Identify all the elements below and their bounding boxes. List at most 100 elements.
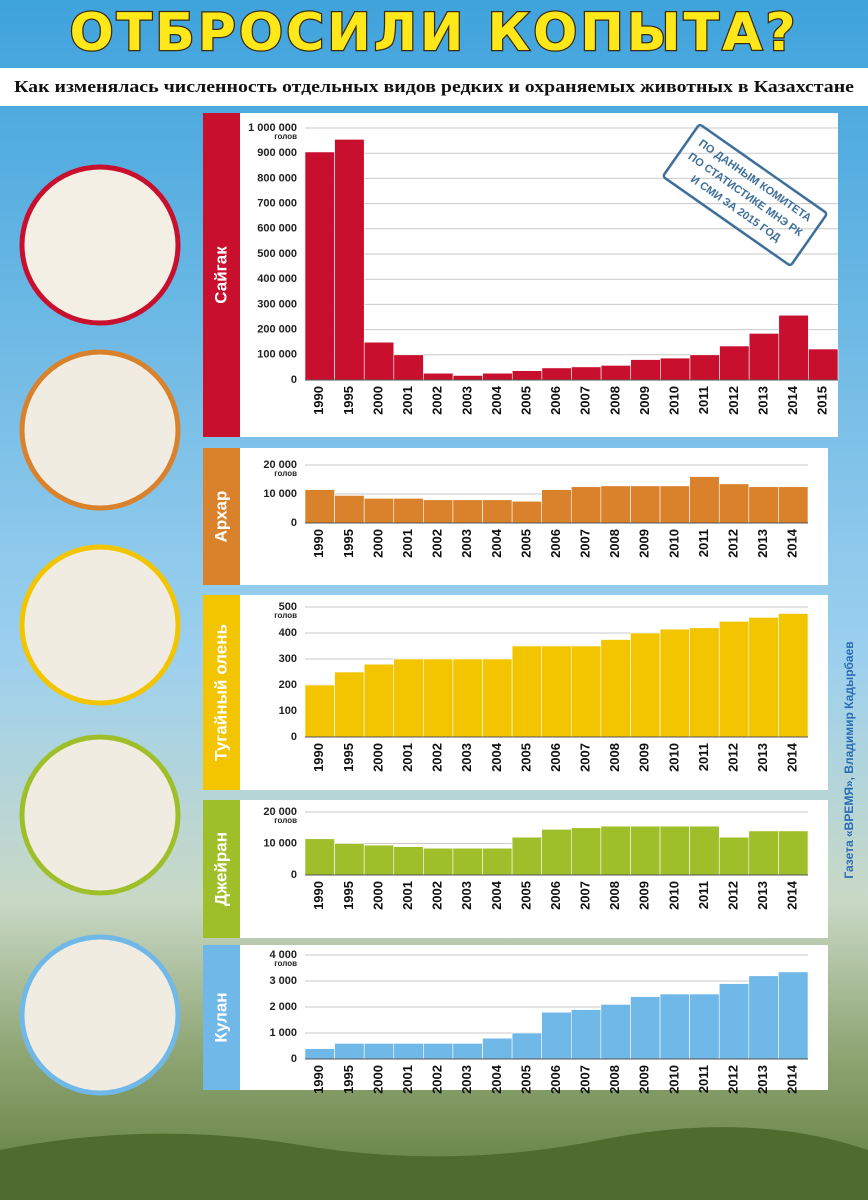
y-tick-label: 20 000 [263,806,297,818]
bar [778,486,809,524]
bar [363,663,395,738]
y-tick-label: 3 000 [269,975,297,987]
x-tick-label: 2013 [755,529,770,558]
x-tick-label: 2001 [400,386,415,415]
bar [393,354,424,381]
y-tick-label: 500 [279,601,297,613]
y-tick-label: 100 000 [257,349,297,361]
x-tick-label: 2004 [489,1064,504,1094]
bar [452,1043,483,1060]
x-tick-label: 2014 [785,1064,800,1094]
x-tick-label: 2008 [607,386,622,415]
x-tick-label: 2012 [725,881,740,910]
y-tick-label: 10 000 [263,837,297,849]
chart-title: Сайгак [211,246,230,304]
bar [718,620,750,738]
y-tick-label: 4 000 [269,949,297,961]
bar [482,658,513,738]
bar [541,489,572,524]
panel-tab [203,448,240,585]
x-tick-label: 2012 [725,1065,740,1094]
y-tick-label: 200 [279,679,297,691]
bar [334,1043,365,1060]
bar [511,370,543,381]
y-tick-label: 600 000 [257,223,297,235]
bar [363,341,395,381]
bar [718,483,750,524]
bar [363,1043,395,1060]
bar [452,499,483,524]
x-tick-label: 2011 [696,386,711,414]
bar [482,1037,513,1060]
x-tick-label: 2005 [518,529,533,558]
bar [689,993,720,1060]
bar [600,365,632,381]
y-unit: голов [274,132,297,141]
y-tick-label: 1 000 000 [248,122,297,134]
x-tick-label: 2002 [430,1065,445,1094]
x-tick-label: 2006 [548,529,563,558]
y-tick-label: 400 [279,627,297,639]
x-tick-label: 2014 [785,742,800,772]
bar [423,658,454,738]
x-tick-label: 2003 [459,386,474,415]
x-tick-label: 2006 [548,881,563,910]
x-tick-label: 2001 [400,1065,415,1094]
hills [0,1127,868,1200]
x-tick-label: 2012 [725,529,740,558]
photo-saiga [19,164,181,326]
x-tick-label: 2010 [666,743,681,772]
x-tick-label: 1990 [311,529,326,558]
x-tick-label: 2014 [785,880,800,910]
x-tick-label: 2008 [607,743,622,772]
x-tick-label: 2009 [637,386,652,415]
x-tick-label: 2010 [666,529,681,558]
x-tick-label: 2005 [518,743,533,772]
x-tick-label: 1995 [341,881,356,910]
bar [482,499,513,524]
x-tick-label: 2004 [489,880,504,910]
x-tick-label: 2007 [578,881,593,910]
bar [630,825,661,876]
y-unit: голов [274,959,297,968]
bar [393,498,424,524]
x-tick-label: 1995 [341,1065,356,1094]
x-tick-label: 2004 [489,528,504,558]
bar [659,825,690,876]
bar [748,830,779,876]
x-tick-label: 2000 [370,743,385,772]
bar [778,314,809,381]
chart-title: Кулан [211,992,230,1042]
bar [393,658,424,738]
panel-tab [203,113,240,437]
chart-title: Архар [211,491,230,543]
bar [304,151,335,381]
bar [393,1043,424,1060]
x-tick-label: 2013 [755,881,770,910]
bar [304,489,335,524]
x-tick-label: 2001 [400,743,415,772]
bar [570,645,602,738]
y-tick-label: 700 000 [257,198,297,210]
subtitle: Как изменялась численность отдельных вид… [14,77,855,96]
bar [334,139,365,381]
x-tick-label: 2000 [370,529,385,558]
x-tick-label: 2001 [400,529,415,558]
bar [630,485,661,524]
y-unit: голов [274,611,297,620]
bar [689,476,720,524]
x-tick-label: 2012 [725,743,740,772]
y-tick-label: 0 [291,374,297,386]
x-tick-label: 2002 [430,743,445,772]
y-tick-label: 400 000 [257,273,297,285]
bar [304,684,335,738]
bar [748,975,779,1060]
bar [541,367,572,381]
bar [363,498,395,524]
y-tick-label: 900 000 [257,147,297,159]
x-tick-label: 2007 [578,1065,593,1094]
panel-tab [203,595,240,790]
bar [718,983,750,1060]
y-unit: голов [274,816,297,825]
